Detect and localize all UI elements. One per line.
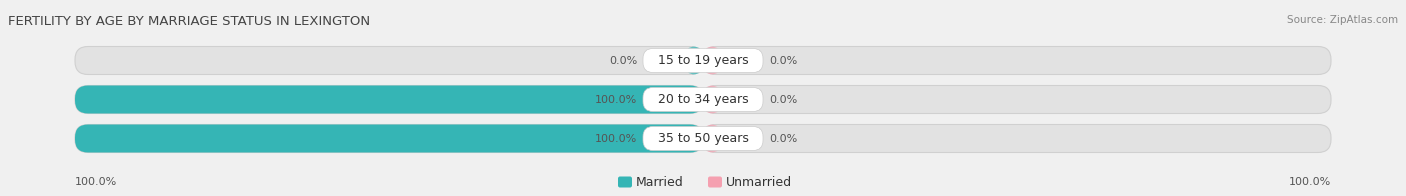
Text: 0.0%: 0.0% bbox=[769, 133, 797, 143]
Text: 35 to 50 years: 35 to 50 years bbox=[658, 132, 748, 145]
FancyBboxPatch shape bbox=[643, 48, 763, 73]
FancyBboxPatch shape bbox=[75, 46, 703, 74]
Text: Source: ZipAtlas.com: Source: ZipAtlas.com bbox=[1286, 15, 1398, 25]
Text: 20 to 34 years: 20 to 34 years bbox=[658, 93, 748, 106]
FancyBboxPatch shape bbox=[703, 85, 721, 113]
Text: 15 to 19 years: 15 to 19 years bbox=[658, 54, 748, 67]
FancyBboxPatch shape bbox=[619, 177, 633, 188]
Text: 100.0%: 100.0% bbox=[1289, 177, 1331, 187]
Text: 100.0%: 100.0% bbox=[75, 177, 117, 187]
FancyBboxPatch shape bbox=[75, 85, 703, 113]
FancyBboxPatch shape bbox=[703, 124, 721, 152]
FancyBboxPatch shape bbox=[643, 87, 763, 112]
FancyBboxPatch shape bbox=[75, 85, 703, 113]
FancyBboxPatch shape bbox=[643, 126, 763, 151]
Text: 0.0%: 0.0% bbox=[769, 94, 797, 104]
FancyBboxPatch shape bbox=[685, 46, 703, 74]
FancyBboxPatch shape bbox=[709, 177, 723, 188]
Text: Unmarried: Unmarried bbox=[725, 175, 792, 189]
FancyBboxPatch shape bbox=[703, 85, 1331, 113]
FancyBboxPatch shape bbox=[75, 124, 703, 152]
FancyBboxPatch shape bbox=[703, 46, 1331, 74]
Text: 0.0%: 0.0% bbox=[769, 55, 797, 65]
Text: 0.0%: 0.0% bbox=[609, 55, 637, 65]
FancyBboxPatch shape bbox=[703, 124, 1331, 152]
FancyBboxPatch shape bbox=[703, 46, 721, 74]
Text: Married: Married bbox=[636, 175, 683, 189]
Text: 100.0%: 100.0% bbox=[595, 133, 637, 143]
FancyBboxPatch shape bbox=[75, 124, 703, 152]
Text: FERTILITY BY AGE BY MARRIAGE STATUS IN LEXINGTON: FERTILITY BY AGE BY MARRIAGE STATUS IN L… bbox=[8, 15, 370, 28]
Text: 100.0%: 100.0% bbox=[595, 94, 637, 104]
